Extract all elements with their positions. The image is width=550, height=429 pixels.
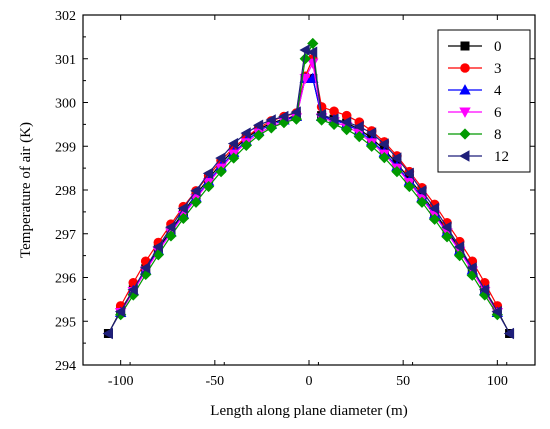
data-point-12 <box>378 138 389 150</box>
data-point-12 <box>315 109 327 121</box>
data-point-12 <box>165 221 176 233</box>
data-point-12 <box>428 202 440 215</box>
data-point-12 <box>215 152 226 164</box>
data-point-12 <box>202 167 214 180</box>
data-point-12 <box>403 167 414 180</box>
y-tick-label: 302 <box>55 9 76 24</box>
data-point-12 <box>353 120 364 133</box>
data-point-12 <box>252 119 264 131</box>
x-axis-title: Length along plane diameter (m) <box>210 403 407 419</box>
data-point-12 <box>365 127 377 139</box>
data-point-12 <box>503 327 515 340</box>
data-point-8 <box>299 53 311 65</box>
data-point-8 <box>253 129 265 141</box>
y-tick-label: 301 <box>55 53 76 68</box>
data-point-12 <box>340 116 352 128</box>
data-point-12 <box>290 106 301 118</box>
data-point-8 <box>265 122 277 134</box>
series-12 <box>102 44 515 340</box>
legend-marker <box>459 128 471 140</box>
axes: -100 -50 0 50 100 294 295 296 297 298 299 300 301 302 <box>55 9 536 389</box>
legend-label: 0 <box>494 39 502 55</box>
data-point-8 <box>307 37 319 50</box>
legend-label: 3 <box>494 61 502 77</box>
y-tick-label: 295 <box>55 315 76 330</box>
legend-label: 4 <box>494 83 502 99</box>
y-tick-label: 300 <box>55 97 76 112</box>
legend-item-12: 12 <box>448 149 509 165</box>
y-axis-title: Temperature of air (K) <box>18 122 34 258</box>
data-point-12 <box>152 241 163 253</box>
legend-marker <box>459 84 471 95</box>
data-point-8 <box>391 166 403 178</box>
data-point-12 <box>177 202 188 215</box>
data-point-12 <box>491 305 502 318</box>
data-point-8 <box>416 196 428 208</box>
data-point-8 <box>403 180 416 193</box>
data-point-8 <box>341 124 353 136</box>
data-point-8 <box>454 250 466 262</box>
data-point-12 <box>299 44 310 56</box>
data-point-12 <box>127 284 138 296</box>
data-point-12 <box>466 262 477 274</box>
y-tick-label: 296 <box>55 272 76 287</box>
data-point-8 <box>378 152 390 164</box>
legend-marker <box>459 107 471 118</box>
data-point-12 <box>240 127 251 139</box>
x-tick-label: 0 <box>306 374 313 389</box>
data-point-8 <box>428 213 441 225</box>
data-point-12 <box>114 305 126 318</box>
legend-marker <box>460 41 470 51</box>
legend-item-0: 0 <box>448 39 502 55</box>
x-tick-label: 100 <box>487 374 508 389</box>
legend-label: 8 <box>494 127 502 143</box>
series-layer <box>102 37 515 340</box>
data-point-8 <box>240 139 252 151</box>
x-tick-label: -50 <box>205 374 224 389</box>
data-point-12 <box>139 262 151 274</box>
legend-label: 12 <box>494 149 509 165</box>
legend-item-8: 8 <box>448 127 502 143</box>
data-point-8 <box>190 196 202 208</box>
data-point-12 <box>306 46 318 58</box>
data-point-12 <box>441 221 452 233</box>
legend-box <box>437 29 531 173</box>
data-point-12 <box>227 137 239 150</box>
legend-item-4: 4 <box>448 83 502 99</box>
legend-marker <box>459 150 470 162</box>
data-point-8 <box>165 230 177 242</box>
data-point-12 <box>102 327 113 340</box>
data-point-12 <box>416 185 427 197</box>
legend-label: 6 <box>494 105 502 121</box>
data-point-12 <box>391 152 402 164</box>
data-point-8 <box>441 231 453 243</box>
data-point-8 <box>202 180 215 193</box>
legend-marker <box>460 63 470 73</box>
y-tick-label: 298 <box>55 184 76 199</box>
y-tick-label: 294 <box>55 359 76 374</box>
data-point-12 <box>265 114 276 126</box>
data-point-12 <box>278 110 289 123</box>
data-point-12 <box>328 113 339 125</box>
data-point-8 <box>177 212 190 225</box>
legend-item-3: 3 <box>448 61 502 77</box>
data-point-12 <box>478 284 490 296</box>
x-tick-label: -100 <box>108 374 134 389</box>
y-tick-label: 297 <box>55 228 76 243</box>
data-point-12 <box>190 185 201 197</box>
data-point-8 <box>353 131 365 143</box>
legend-item-6: 6 <box>448 105 502 121</box>
data-point-12 <box>453 241 465 253</box>
data-point-8 <box>215 166 227 178</box>
data-point-8 <box>228 152 240 164</box>
data-point-8 <box>366 140 378 152</box>
x-tick-label: 50 <box>396 374 410 389</box>
y-tick-label: 299 <box>55 140 76 155</box>
legend: 0 3 4 6 8 12 <box>437 29 531 173</box>
